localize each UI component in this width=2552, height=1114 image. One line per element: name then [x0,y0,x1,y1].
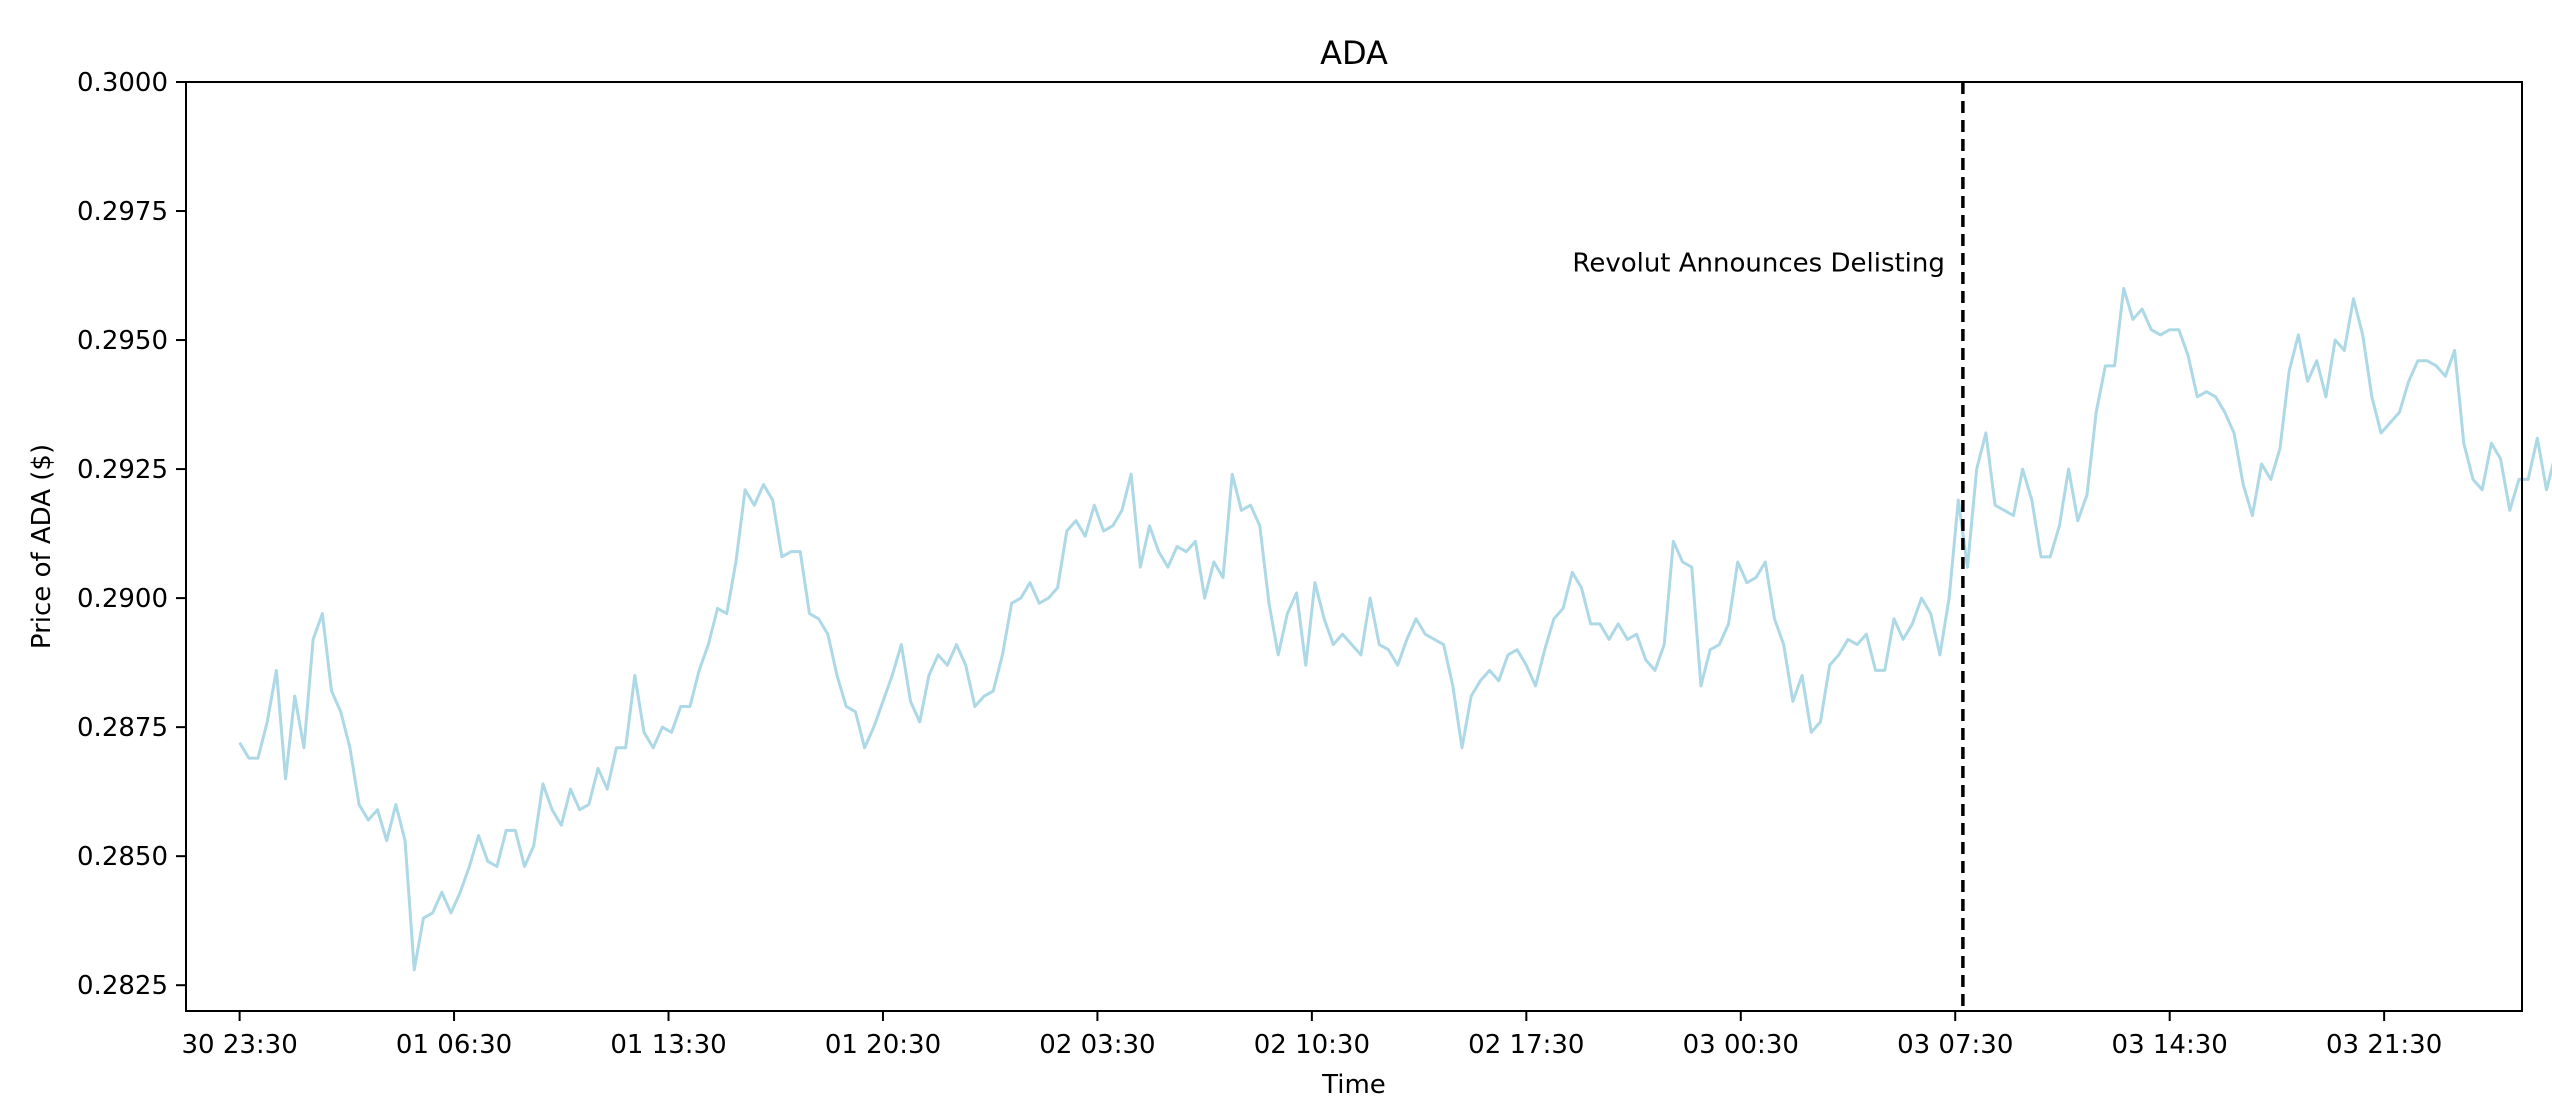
y-tick-label: 0.2825 [77,971,168,1001]
y-tick-label: 0.2975 [77,197,168,227]
y-tick-label: 0.2900 [77,584,168,614]
x-tick-label: 02 10:30 [1254,1030,1370,1060]
x-tick-label: 01 20:30 [825,1030,941,1060]
y-tick-label: 0.2850 [77,842,168,872]
x-tick-label: 02 17:30 [1468,1030,1584,1060]
x-axis-title: Time [1321,1070,1386,1100]
chart-title: ADA [1320,34,1388,72]
y-tick-label: 0.3000 [77,68,168,98]
x-tick-label: 03 00:30 [1683,1030,1799,1060]
y-axis-title: Price of ADA ($) [27,444,57,649]
y-axis-ticks: 0.2825 0.2850 0.2875 0.2900 0.2925 0.2950 0.29… [77,68,186,1001]
x-tick-label: 02 03:30 [1039,1030,1155,1060]
x-tick-label: 03 21:30 [2326,1030,2442,1060]
plot-area [238,286,2552,972]
x-tick-label: 03 07:30 [1897,1030,2013,1060]
y-tick-label: 0.2875 [77,713,168,743]
x-axis-ticks: 30 23:30 01 06:30 01 13:30 01 20:30 02 03:30… [181,1011,2442,1060]
x-tick-label: 01 06:30 [396,1030,512,1060]
delisting-annotation: Revolut Announces Delisting [1572,249,1944,279]
price-series-line [238,286,2552,972]
y-tick-label: 0.2925 [77,455,168,485]
x-tick-label: 01 13:30 [610,1030,726,1060]
x-tick-label: 03 14:30 [2112,1030,2228,1060]
plot-frame [185,81,2523,1012]
y-tick-label: 0.2950 [77,326,168,356]
x-tick-label: 30 23:30 [181,1030,297,1060]
